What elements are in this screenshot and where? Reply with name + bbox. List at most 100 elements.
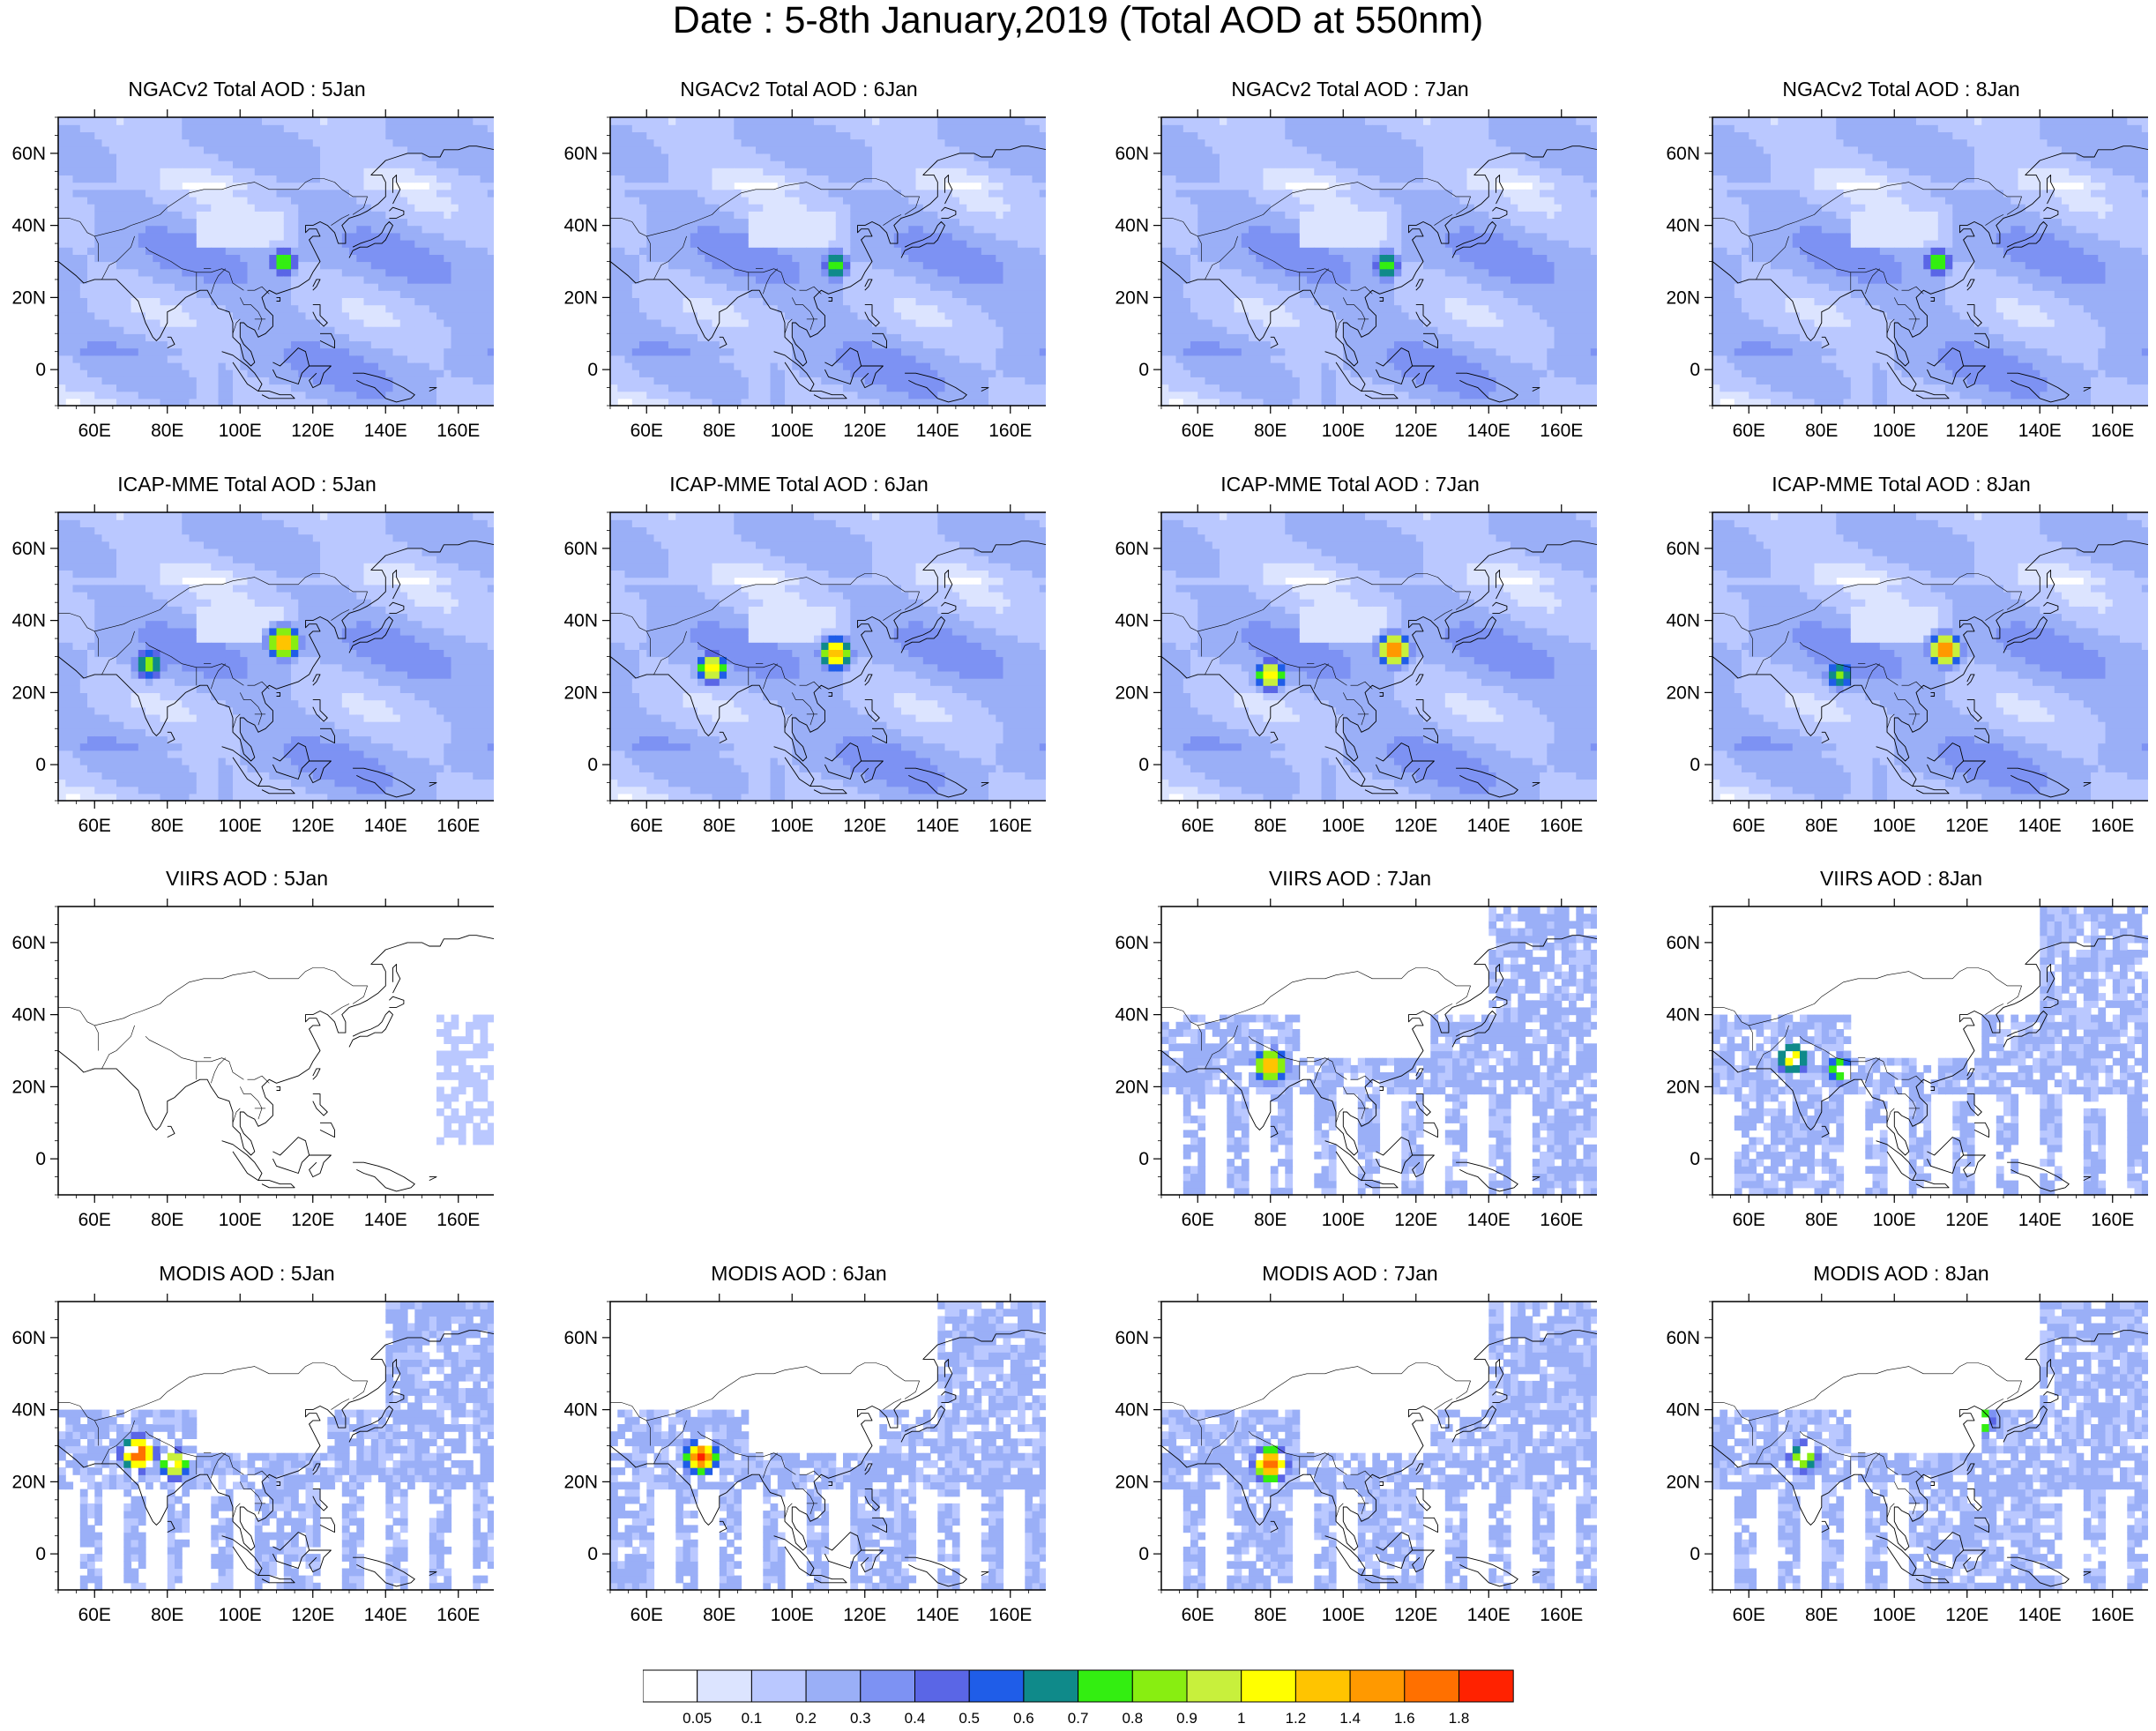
- aod-cell: [800, 369, 808, 377]
- aod-cell: [248, 233, 256, 241]
- aod-cell: [872, 312, 880, 320]
- aod-cell: [255, 153, 263, 161]
- aod-cell: [829, 233, 837, 241]
- aod-cell: [923, 160, 931, 168]
- aod-cell: [930, 326, 938, 334]
- aod-cell: [226, 131, 234, 139]
- aod-cell: [429, 333, 437, 341]
- aod-cell: [488, 168, 494, 175]
- aod-cell: [197, 211, 205, 219]
- aod-cell: [356, 355, 364, 363]
- aod-cell: [749, 276, 757, 284]
- aod-cell: [814, 190, 822, 198]
- aod-cell: [349, 183, 357, 190]
- aod-cell: [349, 312, 357, 320]
- aod-cell: [952, 340, 960, 348]
- aod-cell: [335, 197, 343, 205]
- aod-cell: [116, 131, 124, 139]
- aod-cell: [335, 369, 343, 377]
- aod-cell: [364, 233, 372, 241]
- aod-cell: [349, 240, 357, 248]
- aod-cell: [996, 226, 1003, 234]
- aod-cell: [712, 204, 720, 212]
- aod-cell: [371, 160, 379, 168]
- aod-cell: [778, 348, 786, 356]
- aod-cell: [269, 218, 277, 226]
- aod-cell: [444, 160, 451, 168]
- aod-cell: [952, 233, 960, 241]
- aod-cell: [894, 269, 902, 277]
- aod-cell: [123, 204, 131, 212]
- aod-cell: [872, 131, 880, 139]
- aod-cell: [248, 240, 256, 248]
- aod-cell: [94, 153, 102, 161]
- aod-cell: [145, 348, 153, 356]
- aod-cell: [145, 283, 153, 291]
- aod-cell: [444, 384, 451, 392]
- aod-cell: [160, 283, 168, 291]
- aod-cell: [625, 218, 633, 226]
- aod-cell: [116, 269, 124, 277]
- aod-cell: [466, 183, 474, 190]
- aod-cell: [1025, 297, 1033, 305]
- aod-cell: [65, 247, 73, 255]
- aod-cell: [821, 146, 829, 154]
- aod-cell: [894, 190, 902, 198]
- aod-cell: [422, 369, 430, 377]
- aod-cell: [385, 190, 393, 198]
- aod-cell: [930, 233, 938, 241]
- aod-cell: [248, 326, 256, 334]
- aod-cell: [821, 355, 829, 363]
- aod-cell: [269, 290, 277, 298]
- aod-cell: [625, 190, 633, 198]
- aod-cell: [771, 197, 779, 205]
- aod-cell: [646, 348, 654, 356]
- aod-cell: [335, 139, 343, 147]
- aod-cell: [138, 131, 146, 139]
- aod-cell: [255, 175, 263, 183]
- aod-cell: [966, 247, 974, 255]
- aod-cell: [378, 204, 386, 212]
- aod-cell: [327, 369, 335, 377]
- aod-cell: [414, 139, 422, 147]
- aod-cell: [80, 305, 88, 313]
- aod-cell: [1033, 190, 1041, 198]
- aod-cell: [1040, 226, 1046, 234]
- aod-cell: [698, 240, 705, 248]
- aod-cell: [298, 247, 306, 255]
- aod-cell: [698, 226, 705, 234]
- aod-cell: [393, 276, 401, 284]
- aod-cell: [923, 333, 931, 341]
- aod-cell: [466, 369, 474, 377]
- aod-cell: [378, 340, 386, 348]
- aod-cell: [284, 226, 292, 234]
- aod-cell: [908, 276, 916, 284]
- aod-cell: [306, 139, 314, 147]
- aod-cell: [131, 377, 139, 384]
- aod-cell: [182, 139, 190, 147]
- aod-cell: [771, 377, 779, 384]
- aod-cell: [1040, 355, 1046, 363]
- aod-cell: [102, 153, 110, 161]
- aod-cell: [262, 146, 270, 154]
- aod-cell: [466, 326, 474, 334]
- aod-cell: [894, 197, 902, 205]
- aod-cell: [996, 190, 1003, 198]
- aod-cell: [327, 204, 335, 212]
- aod-cell: [414, 369, 422, 377]
- aod-cell: [248, 297, 256, 305]
- aod-cell: [843, 131, 851, 139]
- aod-cell: [836, 131, 844, 139]
- aod-cell: [211, 319, 219, 327]
- aod-cell: [342, 146, 350, 154]
- aod-cell: [160, 269, 168, 277]
- aod-cell: [175, 168, 183, 175]
- aod-cell: [138, 369, 146, 377]
- aod-cell: [829, 283, 837, 291]
- aod-cell: [690, 131, 698, 139]
- aod-cell: [131, 117, 139, 125]
- aod-cell: [843, 124, 851, 132]
- aod-cell: [923, 197, 931, 205]
- aod-cell: [988, 377, 996, 384]
